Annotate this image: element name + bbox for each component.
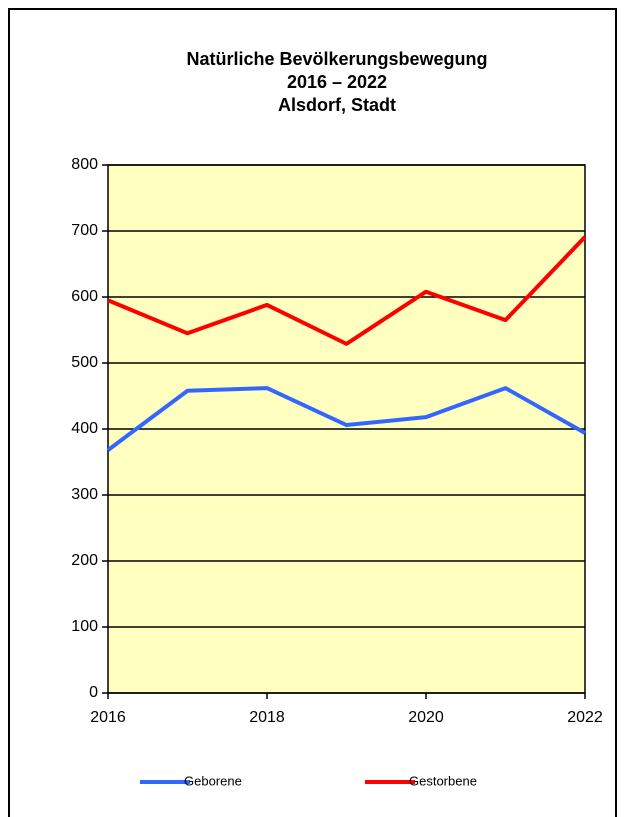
y-tick-label: 300 — [71, 486, 98, 503]
chart-title: 2016 – 2022 — [287, 72, 387, 92]
legend-label: Gestorbene — [409, 773, 477, 788]
y-tick-label: 100 — [71, 618, 98, 635]
y-tick-label: 700 — [71, 222, 98, 239]
data-line — [106, 386, 586, 452]
y-tick-label: 0 — [89, 684, 98, 701]
x-tick-label: 2020 — [408, 709, 444, 726]
data-line — [107, 235, 587, 346]
chart-title: Alsdorf, Stadt — [278, 95, 396, 115]
chart-frame — [8, 8, 617, 817]
x-tick-label: 2022 — [567, 709, 603, 726]
y-tick-label: 200 — [71, 552, 98, 569]
x-tick-label: 2016 — [90, 709, 126, 726]
y-tick-label: 400 — [71, 420, 98, 437]
legend-label: Geborene — [184, 773, 242, 788]
x-tick-label: 2018 — [249, 709, 285, 726]
y-tick-label: 800 — [71, 156, 98, 173]
chart-title: Natürliche Bevölkerungsbewegung — [186, 49, 487, 69]
y-tick-label: 600 — [71, 288, 98, 305]
y-tick-label: 500 — [71, 354, 98, 371]
